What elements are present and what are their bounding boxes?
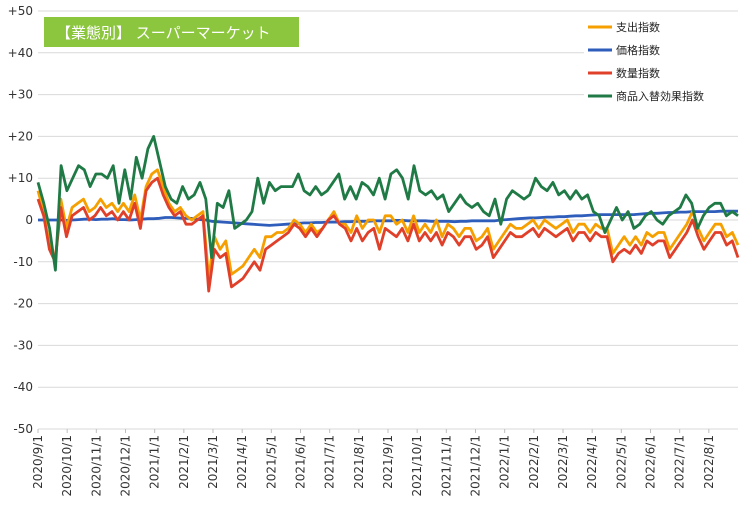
replacement-effect-index-line — [36, 134, 739, 272]
y-tick-label: 0 — [25, 213, 33, 227]
spending-index-line — [36, 168, 740, 280]
x-tick-label: 2020/12/1 — [119, 435, 133, 497]
chart-title-box: 【業態別】 スーパーマーケット — [44, 17, 299, 47]
x-tick-label: 2021/10/1 — [410, 435, 424, 497]
legend-label-replacement: 商品入替効果指数 — [616, 89, 704, 103]
x-tick-label: 2021/1/1 — [148, 435, 162, 489]
x-tick-label: 2021/2/1 — [177, 435, 191, 489]
y-tick-label: +40 — [8, 46, 33, 60]
x-tick-label: 2021/6/1 — [294, 435, 308, 489]
y-axis-tick-labels: +50 +40 +30 +20 +10 0 -10 -20 -30 -40 -50 — [8, 4, 33, 436]
x-tick-label: 2021/12/1 — [469, 435, 483, 497]
y-tick-label: -50 — [13, 422, 33, 436]
x-tick-label: 2022/4/1 — [585, 435, 599, 489]
y-tick-label: +10 — [8, 171, 33, 185]
x-axis-tick-labels: 2020/9/1 2020/10/1 2020/11/1 2020/12/1 2021/… — [31, 429, 716, 497]
x-tick-label: 2020/10/1 — [60, 435, 74, 497]
y-tick-label: +50 — [8, 4, 33, 18]
x-tick-label: 2022/3/1 — [556, 435, 570, 489]
y-tick-label: +30 — [8, 88, 33, 102]
x-tick-label: 2022/6/1 — [644, 435, 658, 489]
y-tick-label: -40 — [13, 380, 33, 394]
x-tick-label: 2022/8/1 — [702, 435, 716, 489]
legend: 支出指数 価格指数 数量指数 商品入替効果指数 — [584, 14, 738, 104]
x-tick-label: 2021/5/1 — [264, 435, 278, 489]
legend-label-quantity: 数量指数 — [616, 66, 660, 80]
x-tick-label: 2021/8/1 — [352, 435, 366, 489]
x-tick-label: 2021/4/1 — [235, 435, 249, 489]
x-tick-label: 2020/11/1 — [89, 435, 103, 497]
x-tick-label: 2022/7/1 — [673, 435, 687, 489]
x-tick-label: 2021/11/1 — [439, 435, 453, 497]
legend-label-spending: 支出指数 — [616, 20, 660, 34]
x-tick-label: 2022/5/1 — [614, 435, 628, 489]
quantity-index-line — [36, 176, 740, 293]
x-tick-label: 2021/7/1 — [323, 435, 337, 489]
x-tick-label: 2022/1/1 — [498, 435, 512, 489]
x-tick-label: 2022/2/1 — [527, 435, 541, 489]
y-tick-label: +20 — [8, 129, 33, 143]
legend-label-price: 価格指数 — [616, 43, 660, 57]
x-tick-label: 2020/9/1 — [31, 435, 45, 489]
y-tick-label: -30 — [13, 338, 33, 352]
x-tick-label: 2021/9/1 — [381, 435, 395, 489]
x-tick-label: 2021/3/1 — [206, 435, 220, 489]
series-lines — [36, 134, 740, 293]
chart-title: 【業態別】 スーパーマーケット — [56, 24, 271, 42]
y-tick-label: -10 — [13, 255, 33, 269]
y-tick-label: -20 — [13, 297, 33, 311]
